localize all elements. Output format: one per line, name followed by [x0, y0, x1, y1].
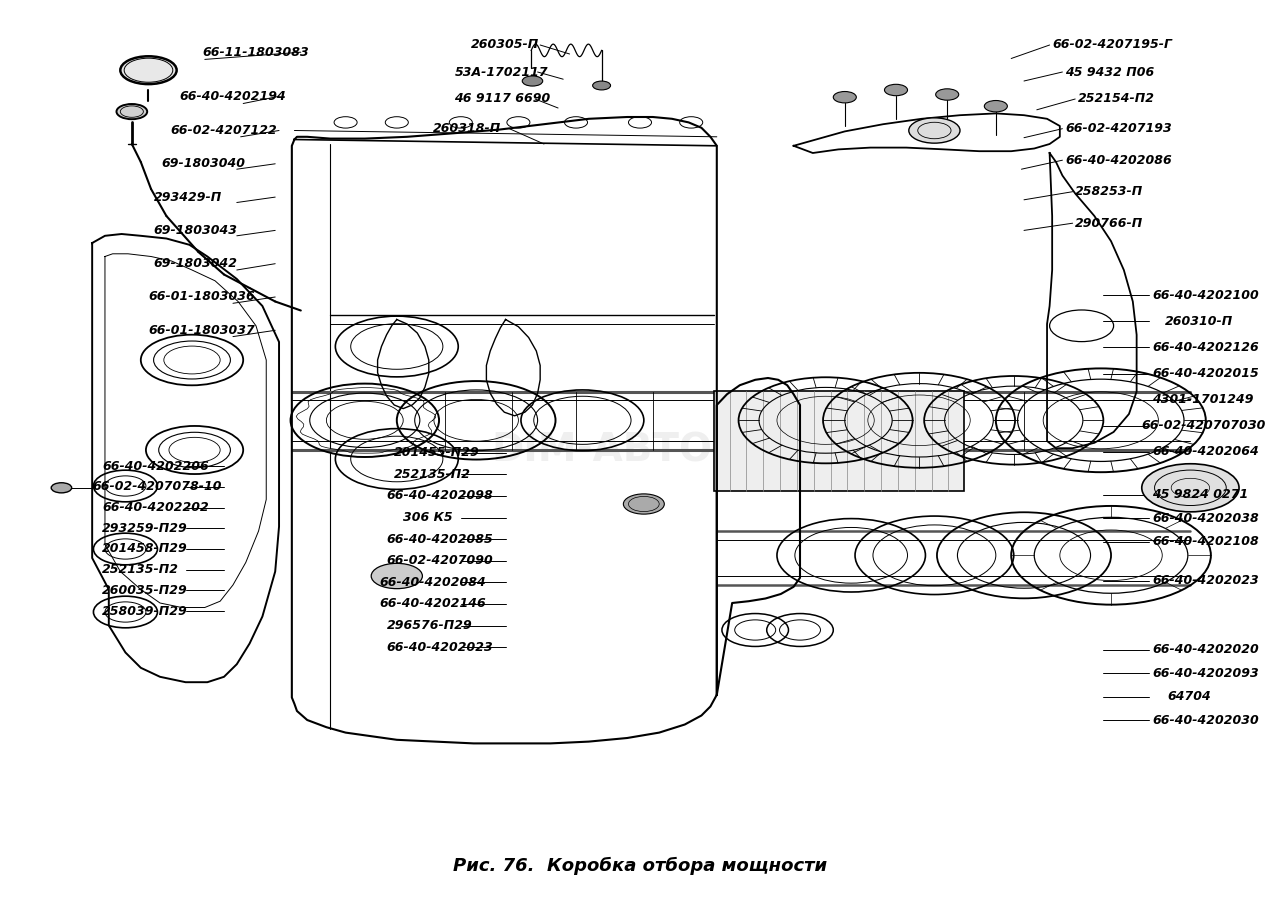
Text: 66-02-4207122: 66-02-4207122: [170, 124, 276, 137]
Ellipse shape: [909, 118, 960, 143]
Text: 260310-П: 260310-П: [1165, 315, 1233, 328]
Text: 66-11-1803083: 66-11-1803083: [202, 46, 308, 58]
Text: 252135-П2: 252135-П2: [102, 563, 179, 576]
Text: 69-1803043: 69-1803043: [154, 224, 238, 237]
Text: 66-40-4202020: 66-40-4202020: [1152, 644, 1258, 656]
Text: 66-40-4202015: 66-40-4202015: [1152, 367, 1258, 380]
Text: 293429-П: 293429-П: [154, 191, 221, 203]
Text: 201455-П29: 201455-П29: [394, 446, 480, 459]
Ellipse shape: [120, 57, 177, 84]
Text: 66-40-4202084: 66-40-4202084: [379, 576, 485, 589]
Text: 66-02-4207078-10: 66-02-4207078-10: [92, 481, 221, 493]
Text: 201458-П29: 201458-П29: [102, 543, 188, 555]
Text: 66-40-4202146: 66-40-4202146: [379, 598, 485, 610]
Text: 260035-П29: 260035-П29: [102, 584, 188, 597]
Ellipse shape: [51, 482, 72, 493]
Text: 258039-П29: 258039-П29: [102, 605, 188, 617]
Text: 66-40-4202086: 66-40-4202086: [1065, 154, 1171, 166]
Text: 66-40-4202202: 66-40-4202202: [102, 501, 209, 514]
Text: 260318-П: 260318-П: [433, 122, 500, 135]
Ellipse shape: [116, 104, 147, 119]
Text: 64704: 64704: [1167, 690, 1211, 703]
Ellipse shape: [984, 101, 1007, 112]
Text: 66-40-4202023: 66-40-4202023: [387, 641, 493, 653]
Ellipse shape: [833, 92, 856, 103]
Text: 66-40-4202126: 66-40-4202126: [1152, 341, 1258, 354]
Ellipse shape: [623, 494, 664, 514]
Ellipse shape: [593, 81, 611, 90]
Text: 66-40-4202098: 66-40-4202098: [387, 490, 493, 502]
Text: 66-40-4202093: 66-40-4202093: [1152, 667, 1258, 680]
Text: 260305-П: 260305-П: [471, 39, 539, 51]
Text: 258253-П: 258253-П: [1075, 185, 1143, 198]
Text: 66-40-4202206: 66-40-4202206: [102, 460, 209, 473]
Text: 46 9117 6690: 46 9117 6690: [454, 93, 550, 105]
Text: 66-02-4207195-Г: 66-02-4207195-Г: [1052, 39, 1172, 51]
Bar: [714, 392, 964, 491]
Text: 69-1803042: 69-1803042: [154, 257, 238, 270]
Ellipse shape: [884, 85, 908, 95]
Text: 66-40-4202038: 66-40-4202038: [1152, 512, 1258, 525]
Text: 4301-1701249: 4301-1701249: [1152, 393, 1253, 406]
Ellipse shape: [1142, 464, 1239, 512]
Text: 252154-П2: 252154-П2: [1078, 93, 1155, 105]
Text: 66-40-4202194: 66-40-4202194: [179, 90, 285, 103]
Text: 290766-П: 290766-П: [1075, 217, 1143, 230]
Text: 66-02-4207193: 66-02-4207193: [1065, 122, 1171, 135]
Text: 66-40-4202100: 66-40-4202100: [1152, 289, 1258, 302]
Text: 293259-П29: 293259-П29: [102, 522, 188, 535]
Text: 66-01-1803036: 66-01-1803036: [148, 291, 255, 303]
Text: 45 9824 0271: 45 9824 0271: [1152, 489, 1248, 501]
Text: 66-40-4202064: 66-40-4202064: [1152, 446, 1258, 458]
Text: 45 9432 П06: 45 9432 П06: [1065, 66, 1155, 78]
Text: DIM-АВТО.RU: DIM-АВТО.RU: [492, 431, 788, 469]
Ellipse shape: [371, 563, 422, 589]
Text: 66-40-4202023: 66-40-4202023: [1152, 574, 1258, 587]
Text: 66-40-4202108: 66-40-4202108: [1152, 536, 1258, 548]
Ellipse shape: [936, 89, 959, 100]
Text: 252135-П2: 252135-П2: [394, 468, 471, 481]
Text: 66-01-1803037: 66-01-1803037: [148, 324, 255, 337]
Text: Рис. 76.  Коробка отбора мощности: Рис. 76. Коробка отбора мощности: [453, 857, 827, 875]
Text: 53А-1702117: 53А-1702117: [454, 66, 548, 78]
Text: 66-40-4202030: 66-40-4202030: [1152, 714, 1258, 726]
Text: 66-02-4207070З0: 66-02-4207070З0: [1142, 419, 1266, 432]
Text: 66-40-4202085: 66-40-4202085: [387, 533, 493, 545]
Text: 306 К5: 306 К5: [403, 511, 453, 524]
Ellipse shape: [522, 76, 543, 86]
Text: 66-02-4207090: 66-02-4207090: [387, 554, 493, 567]
Text: 296576-П29: 296576-П29: [387, 619, 472, 632]
Text: 69-1803040: 69-1803040: [161, 158, 246, 170]
